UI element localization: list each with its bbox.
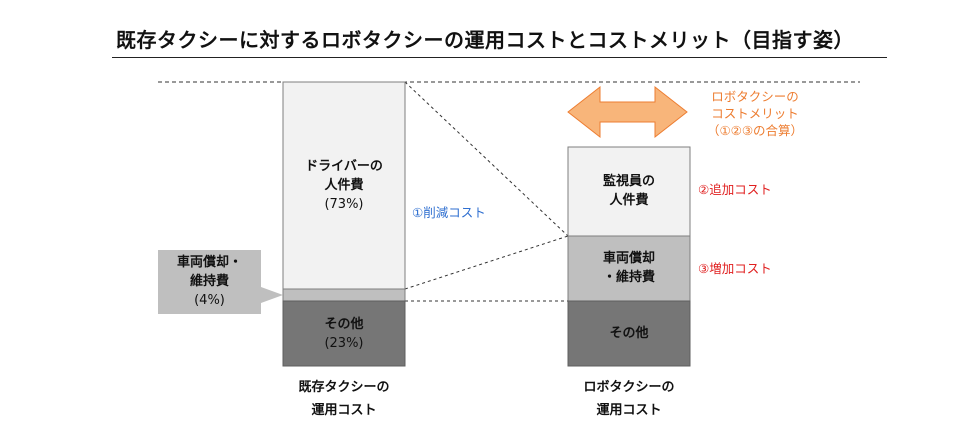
merit-double-arrow-icon <box>567 85 688 139</box>
vehicle-callout-label: 車両償却・ 維持費 (4%) <box>158 253 261 310</box>
robo-vehicle-label-line2: ・維持費 <box>602 270 655 285</box>
existing-driver-segment <box>282 81 406 290</box>
reduction-upper-dashed-line <box>404 81 569 237</box>
robo-monitor-label: 監視員の 人件費 <box>568 172 690 210</box>
vehicle-callout-pct: (4%) <box>194 293 225 308</box>
added-cost-label: ②追加コスト <box>698 182 772 197</box>
merit-label-line2: コストメリット <box>711 106 799 121</box>
existing-driver-label-line1: ドライバーの <box>305 159 383 174</box>
existing-driver-label-line2: 人件費 <box>324 178 364 193</box>
existing-driver-label: ドライバーの 人件費 (73%) <box>283 157 405 214</box>
title-underline <box>112 57 887 58</box>
existing-other-segment <box>282 300 406 367</box>
existing-axis-label-line1: 既存タクシーの <box>298 380 390 395</box>
robo-axis-label-line1: ロボタクシーの <box>583 380 675 395</box>
vehicle-callout-pointer <box>261 287 283 303</box>
existing-driver-pct: (73%) <box>324 197 364 212</box>
existing-vehicle-segment <box>282 288 406 302</box>
vehicle-callout-line1: 車両償却・ <box>176 255 242 270</box>
robo-monitor-label-line2: 人件費 <box>609 193 649 208</box>
page-title: 既存タクシーに対するロボタクシーの運用コストとコストメリット（目指す姿） <box>116 28 854 52</box>
vehicle-callout-line2: 維持費 <box>189 274 229 289</box>
robo-other-segment <box>567 300 691 367</box>
robo-vehicle-label: 車両償却 ・維持費 <box>568 249 690 287</box>
merit-label-line1: ロボタクシーの <box>711 89 799 104</box>
existing-axis-label-line2: 運用コスト <box>311 403 377 418</box>
existing-axis-label: 既存タクシーの 運用コスト <box>254 378 434 420</box>
robo-other-label: その他 <box>568 324 690 343</box>
existing-other-label-text: その他 <box>324 317 364 332</box>
merit-label: ロボタクシーの コストメリット （①②③の合算） <box>690 88 820 139</box>
robo-other-label-text: その他 <box>609 326 649 341</box>
existing-other-label: その他 (23%) <box>283 315 405 353</box>
merit-label-line3: （①②③の合算） <box>706 123 804 138</box>
robo-monitor-label-line1: 監視員の <box>602 174 655 189</box>
reduction-lower-dashed-line <box>404 235 569 290</box>
vehicle-callout-box <box>158 250 261 314</box>
reduction-cost-label: ①削減コスト <box>412 205 486 220</box>
robo-vehicle-label-line1: 車両償却 <box>602 251 655 266</box>
robo-axis-label: ロボタクシーの 運用コスト <box>539 378 719 420</box>
increased-cost-label: ③増加コスト <box>698 261 772 276</box>
robo-axis-label-line2: 運用コスト <box>596 403 662 418</box>
existing-other-pct: (23%) <box>324 336 364 351</box>
